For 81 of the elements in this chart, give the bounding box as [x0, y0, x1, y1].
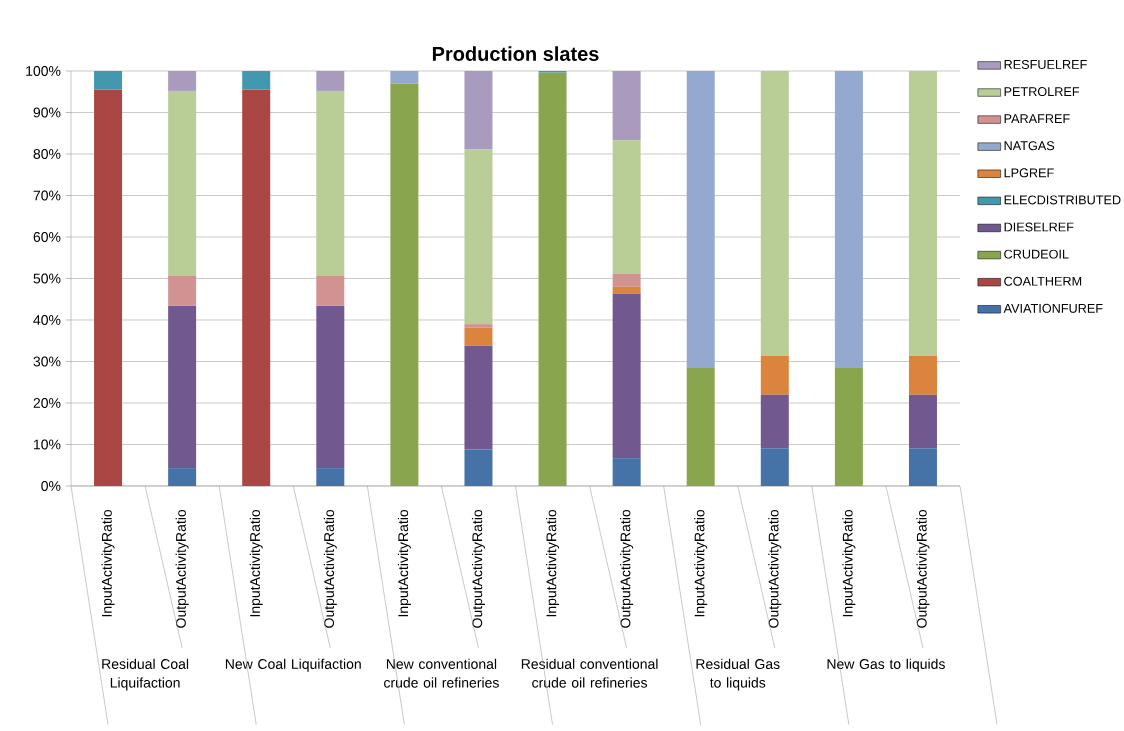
- y-tick-label: 50%: [33, 273, 61, 284]
- bar: [316, 468, 345, 486]
- bar: [242, 70, 271, 90]
- bar: [612, 70, 641, 141]
- text: New conventional crude oil refineries: [384, 658, 499, 688]
- bar: [464, 324, 493, 328]
- bar: [760, 448, 789, 486]
- text: Residual Gas to liquids: [696, 658, 780, 691]
- bar: [94, 70, 123, 90]
- y-tick-label: 40%: [33, 315, 61, 325]
- bar: [464, 149, 493, 325]
- x-tick-label: InputActivityRatio: [842, 509, 856, 617]
- y-tick-label: 70%: [33, 190, 61, 201]
- x-tick-label: OutputActivityRatio: [175, 509, 189, 628]
- bar: [168, 70, 197, 91]
- bar: [464, 70, 493, 150]
- y-tick-label: 100%: [26, 66, 61, 76]
- bar: [612, 140, 641, 274]
- bar: [390, 70, 419, 84]
- legend-label: AVIATIONFUREF: [1003, 303, 1103, 313]
- bar: [686, 367, 715, 486]
- bar: [686, 70, 715, 368]
- bar: [464, 345, 493, 450]
- x-tick-label: InputActivityRatio: [249, 509, 263, 617]
- legend-label: CRUDEOIL: [1004, 249, 1069, 259]
- legend-label: ELECDISTRIBUTED: [1004, 195, 1121, 205]
- text: Residual conventional crude oil refineries: [521, 658, 658, 688]
- bar: [908, 394, 937, 449]
- bar: [834, 367, 863, 486]
- bar: [242, 89, 271, 486]
- bar: [168, 305, 197, 469]
- text: Residual Coal Liquifaction: [102, 658, 189, 691]
- chart-title: Production slates: [432, 46, 599, 61]
- bar: [612, 286, 641, 294]
- y-tick-label: 80%: [33, 149, 61, 159]
- bar: [168, 90, 197, 276]
- x-tick-label: InputActivityRatio: [397, 509, 411, 617]
- bar: [612, 273, 641, 287]
- bar: [464, 327, 493, 346]
- x-tick-label: OutputActivityRatio: [916, 509, 930, 628]
- bar: [612, 293, 641, 459]
- x-tick-label: OutputActivityRatio: [620, 509, 634, 628]
- x-tick-label: InputActivityRatio: [694, 509, 708, 617]
- bar: [168, 276, 197, 306]
- y-tick-label: 30%: [33, 356, 61, 367]
- bar: [760, 356, 789, 395]
- x-tick-label: InputActivityRatio: [546, 509, 560, 617]
- y-tick-label: 0%: [41, 481, 61, 491]
- x-tick-label: InputActivityRatio: [101, 509, 115, 617]
- legend-label: PETROLREF: [1004, 87, 1080, 97]
- legend-label: NATGAS: [1004, 141, 1055, 151]
- bar: [908, 448, 937, 486]
- bar: [760, 394, 789, 449]
- text: New Gas to liquids: [827, 658, 945, 672]
- bar: [908, 356, 937, 395]
- legend-label: COALTHERM: [1004, 276, 1082, 286]
- y-tick-label: 20%: [33, 398, 61, 408]
- bar: [168, 468, 197, 486]
- bar: [390, 83, 419, 486]
- bar: [760, 70, 789, 357]
- bar: [464, 449, 493, 486]
- y-tick-label: 90%: [33, 107, 61, 118]
- legend-label: LPGREF: [1004, 168, 1054, 178]
- bar: [908, 70, 937, 357]
- bar: [316, 305, 345, 469]
- x-tick-label: OutputActivityRatio: [768, 509, 782, 628]
- legend-label: DIESELREF: [1004, 222, 1074, 232]
- bar: [316, 276, 345, 306]
- y-tick-label: 60%: [33, 232, 61, 242]
- bar: [94, 89, 123, 486]
- x-tick-label: OutputActivityRatio: [471, 509, 485, 628]
- y-tick-label: 10%: [34, 439, 61, 450]
- x-tick-label: OutputActivityRatio: [323, 509, 337, 628]
- bar: [612, 458, 641, 486]
- legend-label: PARAFREF: [1004, 114, 1070, 123]
- bar: [834, 70, 863, 368]
- bar: [538, 72, 567, 486]
- text: New Coal Liquifaction: [225, 658, 361, 672]
- bar: [316, 70, 345, 91]
- legend-label: RESFUELREF: [1004, 60, 1087, 69]
- bar: [316, 90, 345, 276]
